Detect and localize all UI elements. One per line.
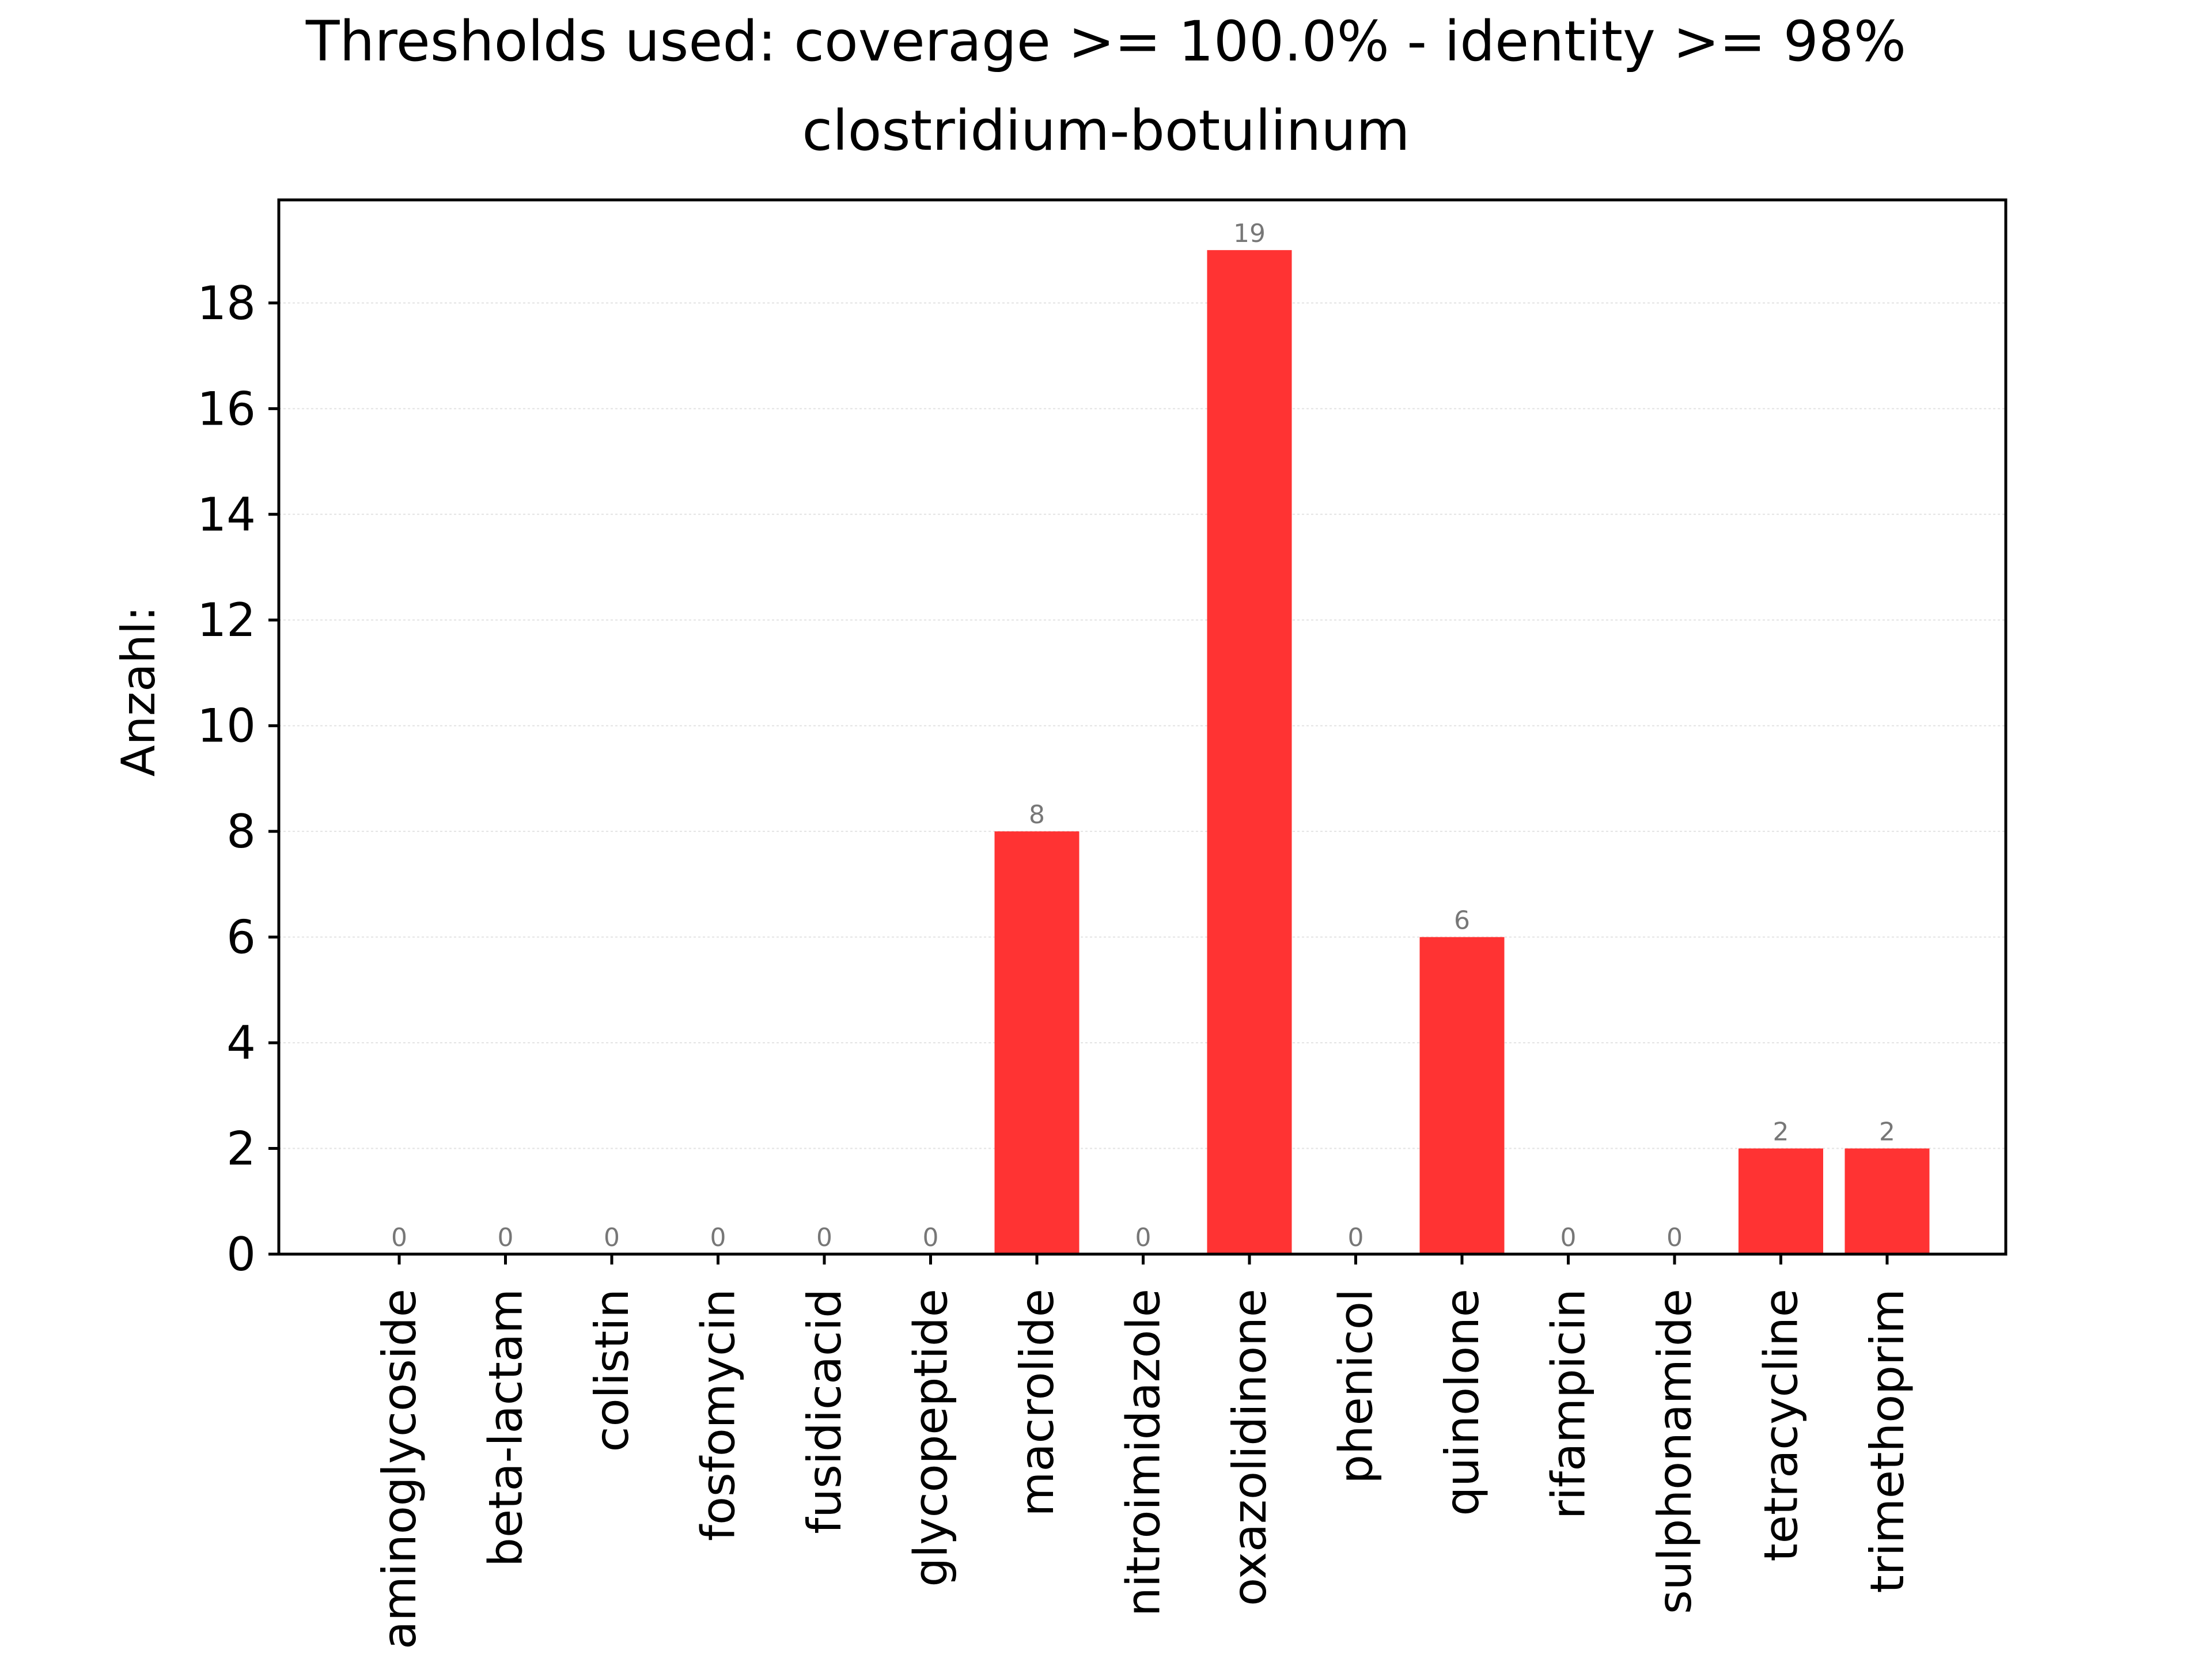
grid-lines [279, 302, 2006, 1149]
bar-value-label: 0 [710, 1223, 726, 1252]
bars [994, 250, 1930, 1255]
y-tick-label: 6 [226, 911, 256, 964]
y-axis-label: Anzahl: [112, 606, 165, 777]
bar-value-label: 0 [391, 1223, 407, 1252]
y-tick-label: 10 [197, 699, 256, 753]
bar-value-labels: 0 0 0 0 0 0 8 0 19 0 6 0 0 2 2 [391, 219, 1895, 1252]
bar-value-label: 6 [1454, 906, 1470, 936]
x-tick-label: phenicol [1330, 1289, 1383, 1484]
y-tick-label: 8 [226, 805, 256, 858]
bar-tetracycline [1738, 1148, 1823, 1254]
y-tick-label: 2 [226, 1122, 256, 1176]
y-axis-ticks: 0 2 4 6 8 10 12 14 16 18 [197, 277, 279, 1281]
y-tick-label: 18 [197, 277, 256, 330]
x-tick-label: beta-lactam [479, 1289, 533, 1567]
bar-macrolide [994, 831, 1080, 1254]
x-tick-label: rifampicin [1542, 1289, 1596, 1519]
x-tick-label: sulphonamide [1648, 1289, 1702, 1614]
y-tick-label: 0 [226, 1228, 256, 1281]
bar-value-label: 0 [1135, 1223, 1152, 1252]
x-tick-label: fusidicacid [798, 1289, 851, 1534]
x-tick-label: quinolone [1435, 1289, 1489, 1516]
x-tick-label: aminoglycoside [373, 1289, 426, 1649]
bar-value-label: 0 [816, 1223, 832, 1252]
y-tick-label: 4 [226, 1016, 256, 1070]
x-tick-label: tetracycline [1755, 1289, 1808, 1562]
x-tick-label: trimethoprim [1861, 1289, 1914, 1593]
y-tick-label: 14 [197, 488, 256, 542]
x-tick-label: macrolide [1010, 1289, 1064, 1516]
x-tick-label: glycopeptide [904, 1289, 958, 1587]
bar-value-label: 0 [1560, 1223, 1577, 1252]
bar-trimethoprim [1844, 1148, 1930, 1254]
chart-title: Thresholds used: coverage >= 100.0% - id… [305, 9, 1906, 74]
x-axis-ticks: aminoglycoside beta-lactam colistin fosfomy… [373, 1254, 1914, 1649]
x-tick-label: colistin [585, 1289, 639, 1452]
bar-value-label: 8 [1029, 800, 1045, 830]
bar-quinolone [1419, 937, 1505, 1254]
bar-value-label: 2 [1773, 1118, 1789, 1147]
x-tick-label: fosfomycin [692, 1289, 745, 1541]
chart-subtitle: clostridium-botulinum [802, 99, 1410, 163]
x-tick-label: oxazolidinone [1223, 1289, 1277, 1606]
bar-value-label: 0 [498, 1223, 514, 1252]
y-tick-label: 12 [197, 593, 256, 647]
bar-value-label: 2 [1879, 1118, 1895, 1147]
bar-value-label: 0 [1348, 1223, 1364, 1252]
bar-oxazolidinone [1207, 250, 1292, 1255]
bar-value-label: 0 [1666, 1223, 1683, 1252]
y-tick-label: 16 [197, 382, 256, 436]
bar-value-label: 19 [1233, 219, 1266, 248]
bar-value-label: 0 [923, 1223, 939, 1252]
bar-value-label: 0 [604, 1223, 620, 1252]
x-tick-label: nitroimidazole [1117, 1289, 1171, 1616]
plot-area-frame [277, 198, 2008, 1256]
